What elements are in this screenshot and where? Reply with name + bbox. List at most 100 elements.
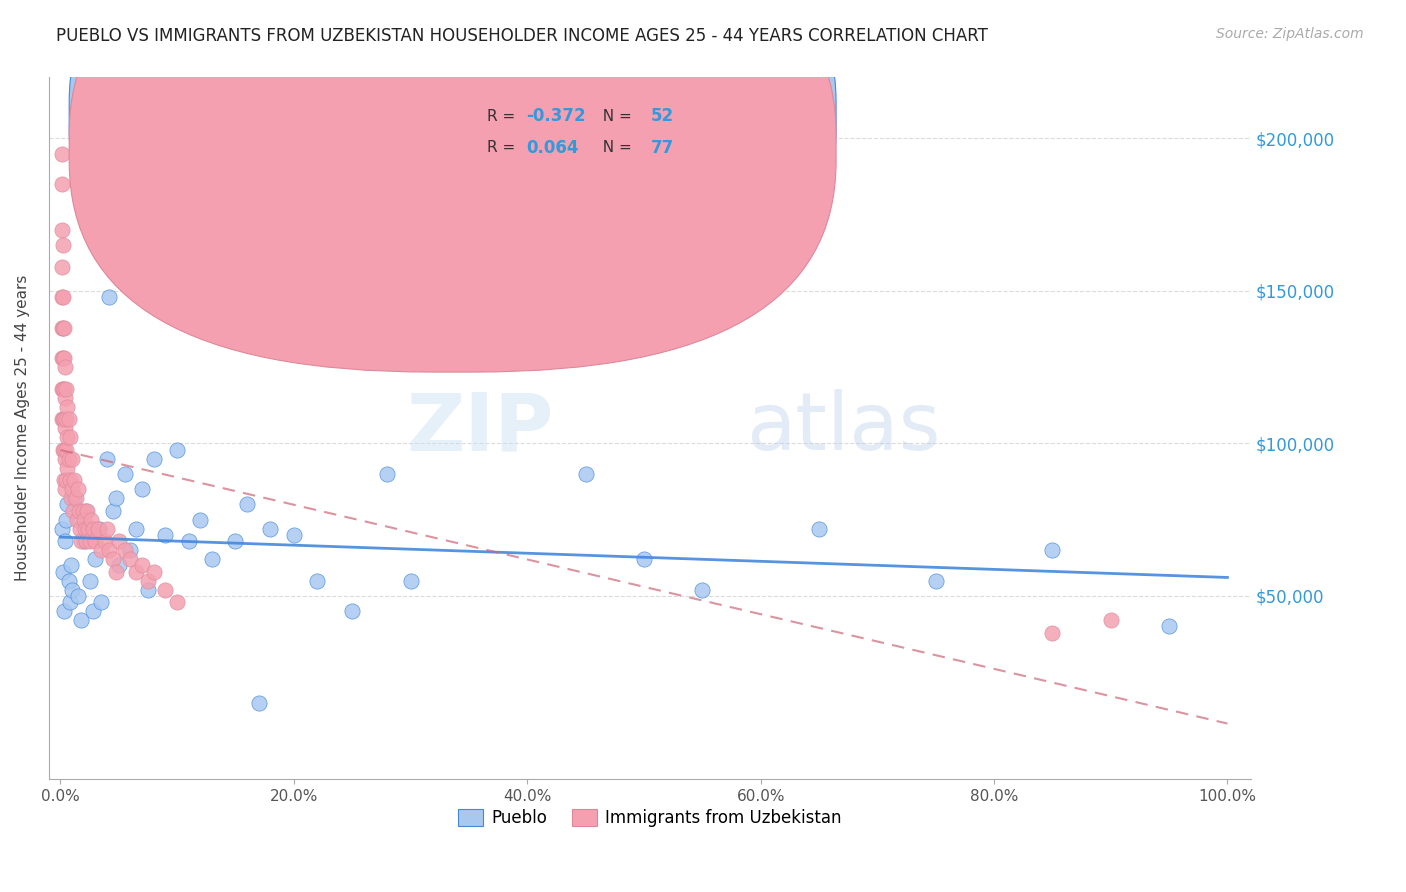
Point bbox=[56, 460, 79, 475]
FancyBboxPatch shape bbox=[69, 0, 837, 341]
Point bbox=[142, 451, 165, 466]
Point bbox=[52, 604, 75, 618]
Point bbox=[69, 522, 91, 536]
Point bbox=[105, 491, 128, 506]
Point bbox=[73, 534, 96, 549]
Point bbox=[90, 543, 112, 558]
Point bbox=[55, 412, 77, 426]
Point bbox=[51, 320, 73, 334]
Point bbox=[60, 582, 83, 597]
Text: PUEBLO VS IMMIGRANTS FROM UZBEKISTAN HOUSEHOLDER INCOME AGES 25 - 44 YEARS CORRE: PUEBLO VS IMMIGRANTS FROM UZBEKISTAN HOU… bbox=[56, 27, 988, 45]
Point bbox=[114, 543, 136, 558]
Point bbox=[51, 382, 73, 396]
Point bbox=[98, 290, 121, 304]
Point bbox=[56, 400, 79, 414]
Point bbox=[66, 589, 89, 603]
Point bbox=[166, 442, 188, 457]
Text: N =: N = bbox=[593, 109, 637, 123]
Point bbox=[55, 513, 77, 527]
Point bbox=[1040, 625, 1063, 640]
Point bbox=[55, 473, 77, 487]
Point bbox=[177, 534, 200, 549]
Point bbox=[166, 595, 188, 609]
Point bbox=[807, 522, 830, 536]
Point bbox=[84, 552, 107, 566]
Point bbox=[59, 558, 82, 573]
Text: Source: ZipAtlas.com: Source: ZipAtlas.com bbox=[1216, 27, 1364, 41]
Point bbox=[247, 696, 270, 710]
Point bbox=[62, 503, 84, 517]
Point bbox=[136, 574, 159, 588]
Point bbox=[224, 534, 246, 549]
Point bbox=[1040, 543, 1063, 558]
Point bbox=[52, 382, 75, 396]
Point bbox=[82, 522, 104, 536]
Point bbox=[633, 552, 655, 566]
Point bbox=[120, 552, 142, 566]
Point bbox=[1157, 619, 1180, 633]
Point bbox=[53, 451, 76, 466]
FancyBboxPatch shape bbox=[69, 0, 837, 372]
Point bbox=[101, 552, 124, 566]
Point bbox=[75, 534, 97, 549]
Point bbox=[52, 351, 75, 365]
Point bbox=[52, 473, 75, 487]
Point bbox=[94, 534, 117, 549]
Point bbox=[51, 223, 73, 237]
Point bbox=[51, 412, 73, 426]
Point bbox=[52, 412, 75, 426]
Point bbox=[155, 582, 177, 597]
Point bbox=[136, 582, 159, 597]
Point bbox=[52, 442, 75, 457]
Text: 0.064: 0.064 bbox=[526, 138, 578, 157]
Point bbox=[1099, 613, 1122, 627]
Point bbox=[60, 451, 83, 466]
Point bbox=[96, 522, 118, 536]
Point bbox=[283, 528, 305, 542]
Text: -0.372: -0.372 bbox=[526, 107, 585, 125]
Point bbox=[690, 582, 713, 597]
Point bbox=[59, 473, 82, 487]
Point bbox=[59, 491, 82, 506]
Text: atlas: atlas bbox=[747, 389, 941, 467]
FancyBboxPatch shape bbox=[404, 85, 721, 179]
Point bbox=[87, 522, 110, 536]
Point bbox=[55, 442, 77, 457]
Point bbox=[73, 513, 96, 527]
Point bbox=[114, 467, 136, 481]
Text: 52: 52 bbox=[651, 107, 673, 125]
Point bbox=[340, 604, 363, 618]
Point bbox=[101, 503, 124, 517]
Point bbox=[307, 574, 329, 588]
Point bbox=[58, 412, 80, 426]
Point bbox=[399, 574, 422, 588]
Point bbox=[155, 528, 177, 542]
Text: R =: R = bbox=[488, 109, 520, 123]
Point bbox=[84, 534, 107, 549]
Point bbox=[67, 503, 90, 517]
Legend: Pueblo, Immigrants from Uzbekistan: Pueblo, Immigrants from Uzbekistan bbox=[451, 802, 848, 834]
Point bbox=[131, 482, 153, 496]
Point bbox=[52, 412, 75, 426]
Point bbox=[98, 543, 121, 558]
Point bbox=[90, 595, 112, 609]
Point bbox=[236, 498, 259, 512]
Text: N =: N = bbox=[593, 140, 637, 155]
Point bbox=[52, 290, 75, 304]
Point bbox=[87, 522, 110, 536]
Point bbox=[60, 482, 83, 496]
Point bbox=[59, 430, 82, 444]
Point bbox=[107, 534, 129, 549]
Point bbox=[56, 430, 79, 444]
Y-axis label: Householder Income Ages 25 - 44 years: Householder Income Ages 25 - 44 years bbox=[15, 275, 30, 582]
Point bbox=[63, 473, 86, 487]
Point bbox=[52, 442, 75, 457]
Point bbox=[52, 382, 75, 396]
Point bbox=[107, 558, 129, 573]
Point bbox=[58, 574, 80, 588]
Point bbox=[66, 513, 89, 527]
Point bbox=[52, 351, 75, 365]
Point bbox=[201, 552, 224, 566]
Point bbox=[52, 565, 75, 579]
Text: R =: R = bbox=[488, 140, 520, 155]
